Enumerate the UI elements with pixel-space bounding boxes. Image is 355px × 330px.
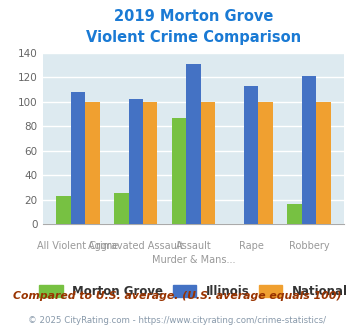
Bar bbox=[172, 118, 186, 224]
Bar bbox=[129, 99, 143, 224]
Title: 2019 Morton Grove
Violent Crime Comparison: 2019 Morton Grove Violent Crime Comparis… bbox=[86, 9, 301, 45]
Bar bbox=[186, 64, 201, 224]
Bar bbox=[114, 192, 129, 224]
Bar bbox=[56, 196, 71, 224]
Text: Rape: Rape bbox=[239, 241, 264, 251]
Text: © 2025 CityRating.com - https://www.cityrating.com/crime-statistics/: © 2025 CityRating.com - https://www.city… bbox=[28, 316, 327, 325]
Text: All Violent Crime: All Violent Crime bbox=[37, 241, 119, 251]
Bar bbox=[287, 204, 302, 224]
Legend: Morton Grove, Illinois, National: Morton Grove, Illinois, National bbox=[36, 282, 351, 302]
Text: Robbery: Robbery bbox=[289, 241, 329, 251]
Bar bbox=[302, 76, 316, 224]
Bar bbox=[244, 86, 258, 224]
Bar bbox=[316, 102, 331, 224]
Text: Aggravated Assault: Aggravated Assault bbox=[88, 241, 184, 251]
Bar bbox=[85, 102, 100, 224]
Text: Murder & Mans...: Murder & Mans... bbox=[152, 255, 235, 265]
Bar bbox=[258, 102, 273, 224]
Text: Assault: Assault bbox=[176, 241, 211, 251]
Bar bbox=[71, 92, 85, 224]
Bar bbox=[201, 102, 215, 224]
Bar bbox=[143, 102, 157, 224]
Text: Compared to U.S. average. (U.S. average equals 100): Compared to U.S. average. (U.S. average … bbox=[13, 291, 342, 301]
